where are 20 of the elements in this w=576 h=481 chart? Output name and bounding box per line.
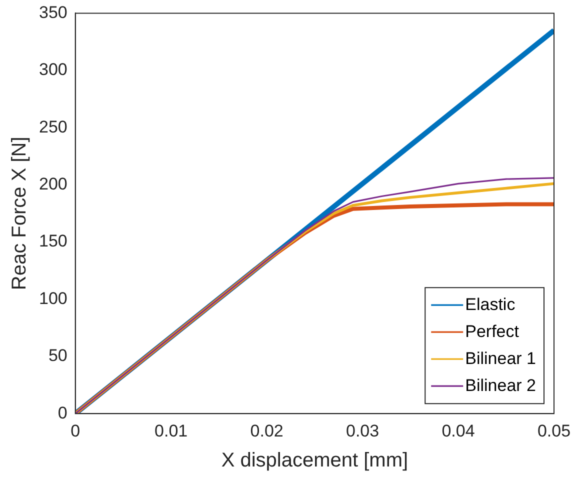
y-tick-label: 200 bbox=[38, 174, 68, 194]
y-tick-label: 250 bbox=[38, 117, 68, 136]
x-tick-label: 0.02 bbox=[250, 421, 284, 440]
legend-label: Elastic bbox=[465, 294, 516, 314]
y-tick-label: 50 bbox=[48, 346, 68, 366]
y-tick-label: 300 bbox=[38, 60, 68, 80]
legend-label: Bilinear 1 bbox=[465, 348, 536, 368]
x-tick-label: 0.03 bbox=[346, 421, 380, 440]
y-tick-label: 350 bbox=[38, 2, 68, 22]
y-axis-title: Reac Force X [N] bbox=[8, 136, 31, 290]
y-tick-label: 0 bbox=[58, 403, 68, 422]
y-tick-label: 150 bbox=[38, 232, 68, 251]
legend-label: Bilinear 2 bbox=[465, 376, 536, 395]
x-tick-label: 0.01 bbox=[154, 421, 188, 440]
x-tick-label: 0.05 bbox=[537, 421, 571, 440]
x-tick-label: 0 bbox=[70, 421, 80, 440]
x-tick-label: 0.04 bbox=[442, 421, 475, 440]
legend-label: Perfect bbox=[465, 322, 520, 341]
x-axis-title: X displacement [mm] bbox=[221, 450, 408, 472]
y-tick-label: 100 bbox=[38, 288, 68, 308]
